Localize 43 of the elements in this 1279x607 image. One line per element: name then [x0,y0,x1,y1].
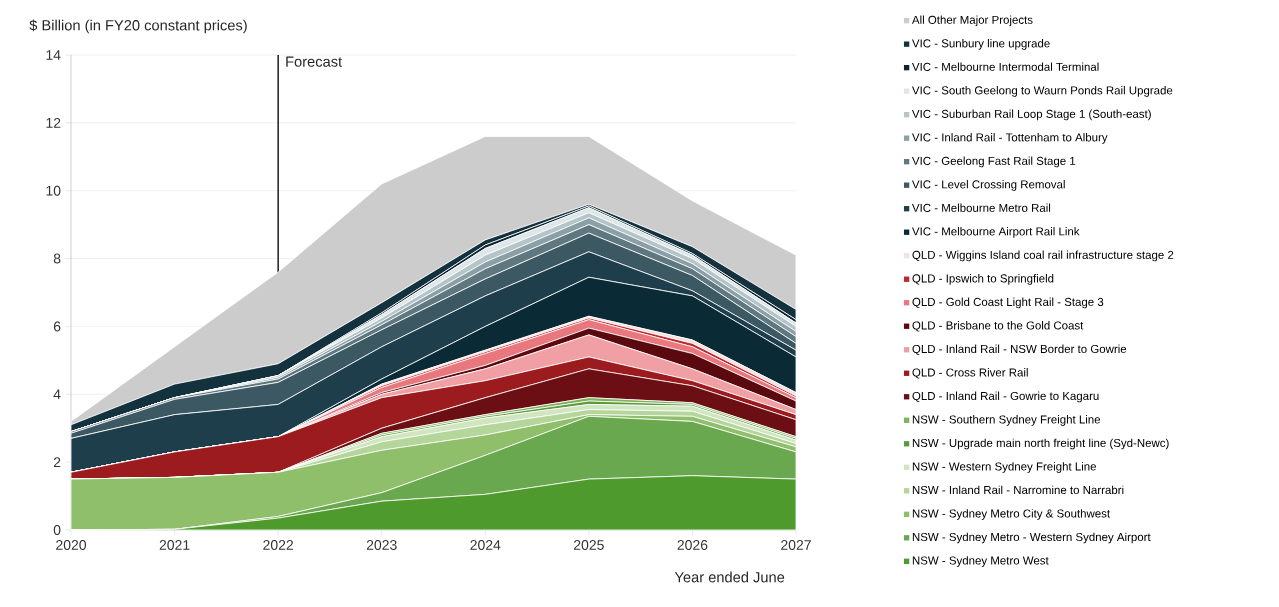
y-tick-label: 10 [46,185,61,196]
y-tick-label: 14 [46,50,61,60]
y-tick-label: 4 [53,389,61,400]
legend-label: QLD - Inland Rail - NSW Border to Gowrie [912,344,1127,356]
legend-label: QLD - Ipswich to Springfield [912,274,1054,285]
legend-label: NSW - Southern Sydney Freight Line [912,415,1101,426]
legend-label: VIC - Level Crossing Removal [911,180,1065,191]
legend-label: VIC - Inland Rail - Tottenham to Albury [911,133,1108,144]
legend-label: VIC - Sunbury line upgrade [911,38,1050,50]
x-tick-label: 2027 [781,540,811,550]
ref-line-label: Forecast [286,56,343,67]
legend-label: NSW - Sydney Metro - Western Sydney Airport [912,532,1151,544]
legend-label: NSW - Sydney Metro West [912,556,1049,567]
legend-label: QLD - Gold Coast Light Rail - Stage 3 [912,297,1104,309]
y-tick-label: 8 [53,253,61,264]
legend-label: QLD - Cross River Rail [912,368,1028,379]
x-tick-label: 2020 [56,540,87,550]
y-tick-label: 2 [53,457,61,468]
legend-label: All Other Major Projects [911,15,1033,27]
legend-label: VIC - Suburban Rail Loop Stage 1 (South-east) [911,109,1151,121]
legend-label: QLD - Brisbane to the Gold Coast [912,321,1084,332]
x-axis-title: Year ended June [674,571,785,583]
x-tick-label: 2023 [366,540,397,550]
legend-label: QLD - Inland Rail - Gowrie to Kagaru [912,391,1099,403]
y-tick-label: 12 [46,117,61,128]
legend-label: VIC - Melbourne Airport Rail Link [911,227,1080,238]
legend-label: VIC - Melbourne Intermodal Terminal [911,62,1099,71]
x-tick-label: 2021 [159,540,190,550]
y-axis-title: $ Billion (in FY20 constant prices) [29,19,247,34]
y-tick-label: 6 [53,321,61,332]
legend-label: NSW - Upgrade main north freight line (Syd-Newc) [912,438,1169,450]
legend-label: VIC - South Geelong to Waurn Ponds Rail Upgrade [911,86,1173,97]
y-tick-label: 0 [53,525,61,535]
legend-label: QLD - Wiggins Island coal rail infrastructure stage 2 [912,250,1174,262]
legend-label: VIC - Geelong Fast Rail Stage 1 [911,156,1076,168]
x-tick-label: 2026 [677,540,708,550]
legend-label: NSW - Inland Rail - Narromine to Narrabri [912,485,1124,495]
legend-label: VIC - Melbourne Metro Rail [911,203,1051,212]
legend-label: NSW - Sydney Metro City & Southwest [912,509,1111,520]
x-tick-label: 2025 [574,540,604,550]
x-tick-label: 2024 [470,540,501,550]
x-tick-label: 2022 [263,540,293,550]
legend-label: NSW - Western Sydney Freight Line [912,462,1096,473]
